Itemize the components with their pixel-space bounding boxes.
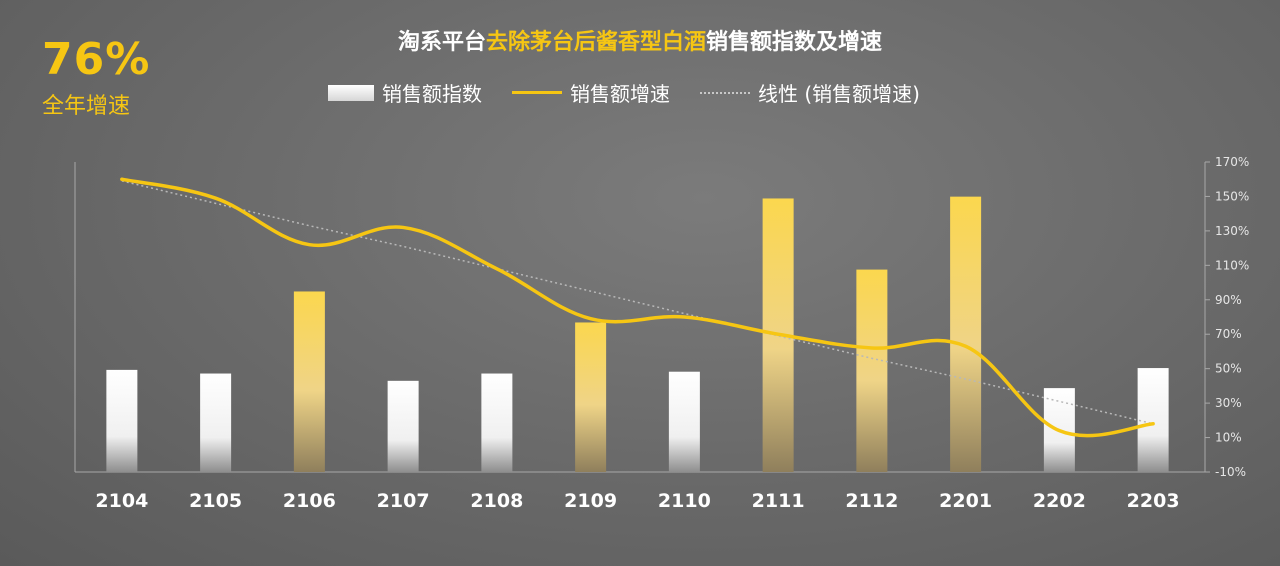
- legend: 销售额指数 销售额增速 线性 (销售额增速): [328, 78, 950, 107]
- legend-item-bar: 销售额指数: [328, 78, 482, 107]
- right-axis-tick-label: 30%: [1215, 396, 1242, 410]
- right-axis-tick-label: 110%: [1215, 258, 1249, 272]
- right-axis-tick-label: 50%: [1215, 362, 1242, 376]
- right-axis-tick-label: 90%: [1215, 293, 1242, 307]
- right-axis-tick-label: 70%: [1215, 327, 1242, 341]
- bar-2105: [200, 373, 232, 472]
- legend-label-trend: 线性 (销售额增速): [758, 82, 920, 106]
- x-tick-label: 2104: [95, 490, 148, 512]
- x-tick-label: 2105: [189, 490, 242, 512]
- title-part2: 销售额指数及增速: [706, 30, 883, 55]
- bar-2201: [950, 196, 982, 472]
- bar-2104: [106, 369, 138, 472]
- bar-2110: [668, 371, 700, 472]
- legend-swatch-trend: [700, 91, 750, 94]
- right-axis-tick-label: -10%: [1215, 465, 1246, 479]
- bar-2203: [1137, 368, 1169, 472]
- legend-label-bar: 销售额指数: [382, 82, 482, 106]
- kpi-label: 全年增速: [42, 94, 131, 119]
- legend-item-trend: 线性 (销售额增速): [700, 78, 920, 107]
- legend-item-line: 销售额增速: [512, 78, 670, 107]
- trendline: [121, 180, 1154, 425]
- legend-swatch-bar: [328, 84, 374, 101]
- x-tick-label: 2109: [564, 490, 617, 512]
- x-tick-label: 2112: [845, 490, 898, 512]
- x-tick-label: 2201: [939, 490, 992, 512]
- x-tick-label: 2110: [658, 490, 711, 512]
- x-tick-label: 2202: [1033, 490, 1086, 512]
- bar-2106: [293, 291, 325, 472]
- kpi-block: 76% 全年增速: [42, 36, 150, 120]
- x-tick-label: 2106: [283, 490, 336, 512]
- chart-title: 淘系平台去除茅台后酱香型白酒销售额指数及增速: [0, 24, 1280, 56]
- bar-2112: [856, 269, 888, 472]
- title-part1: 淘系平台: [397, 30, 486, 55]
- x-tick-label: 2107: [377, 490, 430, 512]
- right-axis-tick-label: 10%: [1215, 431, 1242, 445]
- x-tick-label: 2108: [470, 490, 523, 512]
- kpi-value: 76%: [42, 34, 151, 85]
- title-highlight: 去除茅台后酱香型白酒: [485, 30, 706, 55]
- x-tick-label: 2203: [1127, 490, 1180, 512]
- legend-label-line: 销售额增速: [570, 82, 670, 106]
- growth-line: [120, 177, 1155, 438]
- right-axis-tick-label: 170%: [1215, 155, 1249, 169]
- right-axis-tick-label: 150%: [1215, 189, 1249, 203]
- legend-swatch-line: [512, 91, 562, 94]
- right-axis-tick-label: 130%: [1215, 224, 1249, 238]
- x-tick-label: 2111: [752, 490, 805, 512]
- bar-2107: [387, 380, 419, 472]
- bar-2109: [575, 322, 607, 472]
- bar-2108: [481, 373, 513, 472]
